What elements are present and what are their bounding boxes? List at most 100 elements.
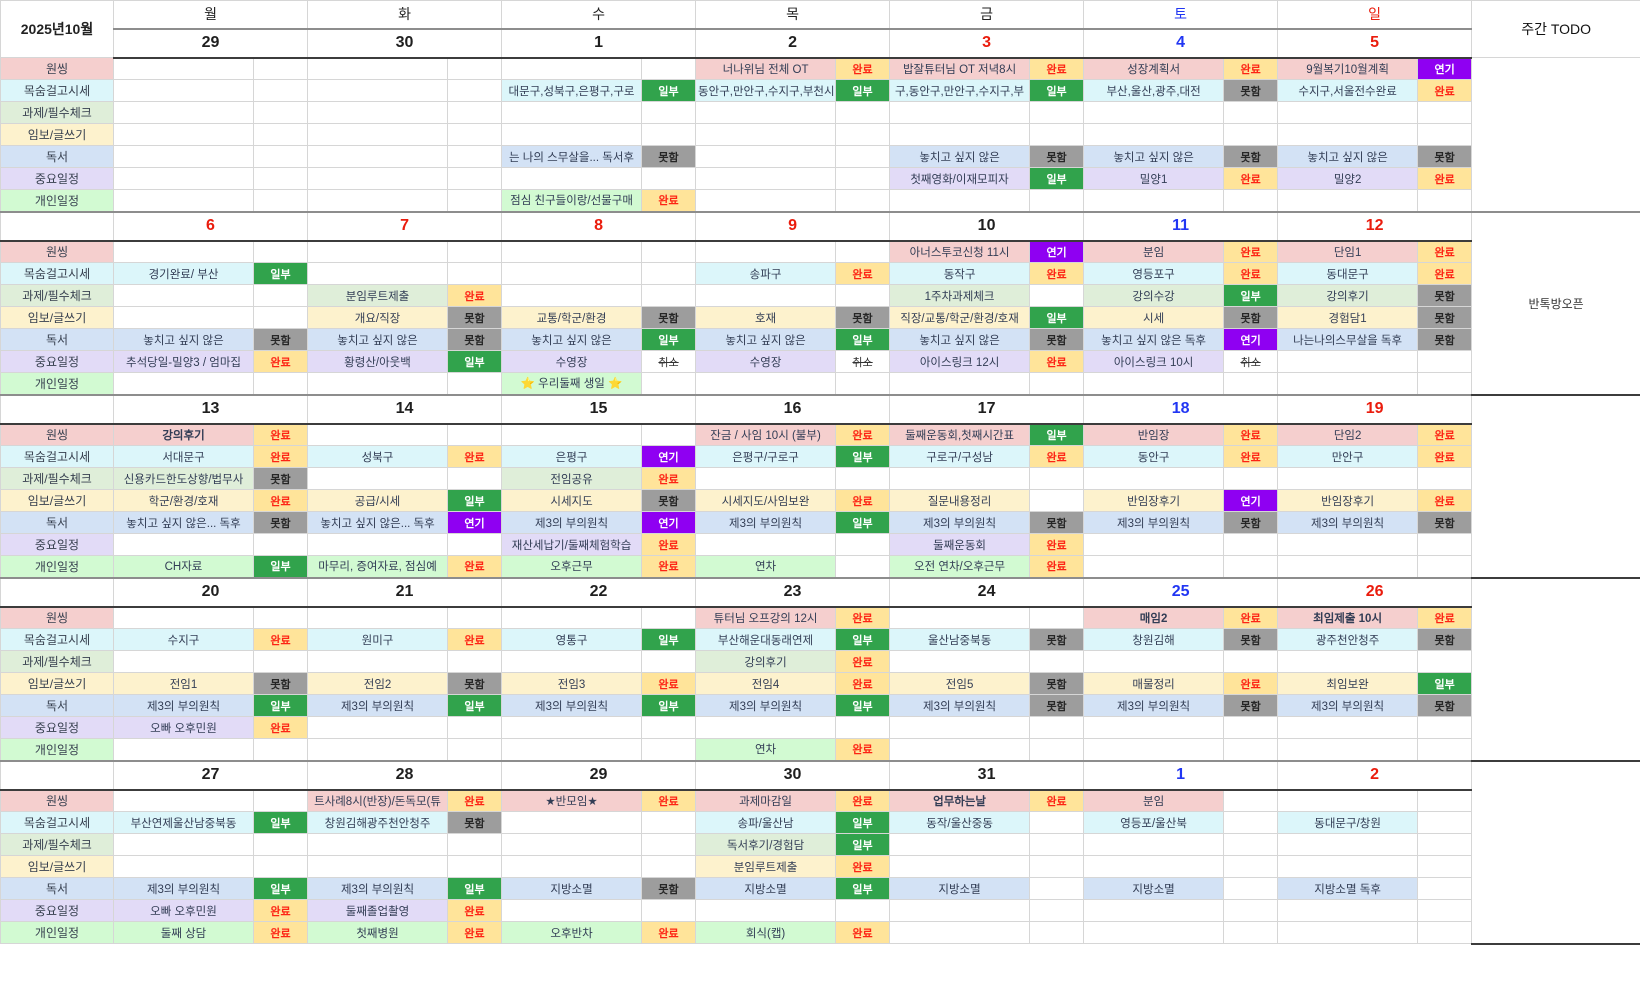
task-cell[interactable] [695, 189, 837, 212]
status-badge-done[interactable]: 완료 [835, 489, 891, 512]
status-badge-done[interactable]: 완료 [835, 855, 891, 878]
task-cell[interactable] [307, 467, 449, 490]
task-cell[interactable]: 아너스투코신청 11시 [889, 240, 1031, 263]
task-cell[interactable] [501, 284, 643, 307]
task-cell[interactable]: 놓치고 싶지 않은 [307, 328, 449, 351]
status-cell[interactable] [1223, 789, 1279, 812]
status-badge-partial[interactable]: 일부 [1029, 79, 1085, 102]
status-badge-failed[interactable]: 못함 [1223, 694, 1279, 717]
task-cell[interactable]: 직장/교통/학군/환경/호재 [889, 306, 1031, 329]
status-cell[interactable] [252, 167, 309, 190]
status-badge-failed[interactable]: 못함 [641, 877, 697, 900]
task-cell[interactable]: 분임루트제출 [307, 284, 449, 307]
task-cell[interactable] [113, 789, 254, 812]
task-cell[interactable]: 놓치고 싶지 않은 [501, 328, 643, 351]
status-badge-done[interactable]: 완료 [1417, 489, 1473, 512]
status-badge-partial[interactable]: 일부 [1417, 672, 1473, 695]
task-cell[interactable] [501, 606, 643, 629]
task-cell[interactable] [307, 189, 449, 212]
task-cell[interactable] [1277, 101, 1419, 124]
task-cell[interactable]: 최임제출 10시 [1277, 606, 1419, 629]
task-cell[interactable]: 울산남중북동 [889, 628, 1031, 651]
task-cell[interactable] [1277, 650, 1419, 673]
status-badge-cancelled[interactable]: 취소 [835, 350, 891, 373]
task-cell[interactable] [1277, 467, 1419, 490]
task-cell[interactable] [889, 189, 1031, 212]
status-badge-done[interactable]: 완료 [447, 555, 503, 578]
task-cell[interactable] [501, 811, 643, 834]
status-cell[interactable] [447, 145, 503, 168]
task-cell[interactable] [501, 167, 643, 190]
status-cell[interactable] [1223, 877, 1279, 900]
task-cell[interactable] [113, 306, 254, 329]
task-cell[interactable]: 제3의 부의원칙 [307, 877, 449, 900]
status-badge-partial[interactable]: 일부 [835, 328, 891, 351]
status-cell[interactable] [1029, 833, 1085, 856]
task-cell[interactable]: 놓치고 싶지 않은 [1083, 145, 1225, 168]
task-cell[interactable]: 반임장 [1083, 423, 1225, 446]
weekly-todo-cell[interactable] [1471, 759, 1640, 945]
task-cell[interactable]: 동대문구/창원 [1277, 811, 1419, 834]
status-cell[interactable] [641, 240, 697, 263]
status-cell[interactable] [1417, 467, 1473, 490]
task-cell[interactable] [113, 79, 254, 102]
task-cell[interactable] [1277, 921, 1419, 944]
status-badge-done[interactable]: 완료 [447, 628, 503, 651]
status-badge-done[interactable]: 완료 [835, 262, 891, 285]
task-cell[interactable] [889, 921, 1031, 944]
status-cell[interactable] [641, 284, 697, 307]
task-cell[interactable]: 광주천안청주 [1277, 628, 1419, 651]
task-cell[interactable] [695, 123, 837, 146]
status-cell[interactable] [835, 716, 891, 739]
task-cell[interactable]: 성북구 [307, 445, 449, 468]
status-cell[interactable] [1223, 738, 1279, 761]
status-cell[interactable] [447, 606, 503, 629]
task-cell[interactable] [307, 57, 449, 80]
status-cell[interactable] [252, 738, 309, 761]
task-cell[interactable]: 시세 [1083, 306, 1225, 329]
status-badge-done[interactable]: 완료 [641, 555, 697, 578]
task-cell[interactable]: ⭐ 우리둘째 생일 ⭐ [501, 372, 643, 395]
status-cell[interactable] [641, 833, 697, 856]
status-badge-done[interactable]: 완료 [835, 423, 891, 446]
task-cell[interactable]: 아이스링크 10시 [1083, 350, 1225, 373]
status-badge-failed[interactable]: 못함 [447, 672, 503, 695]
status-cell[interactable] [252, 533, 309, 556]
status-badge-failed[interactable]: 못함 [1029, 628, 1085, 651]
task-cell[interactable] [113, 533, 254, 556]
status-badge-failed[interactable]: 못함 [1029, 328, 1085, 351]
status-badge-done[interactable]: 완료 [1417, 423, 1473, 446]
status-badge-failed[interactable]: 못함 [252, 467, 309, 490]
task-cell[interactable]: 연차 [695, 738, 837, 761]
status-badge-failed[interactable]: 못함 [641, 306, 697, 329]
status-cell[interactable] [252, 650, 309, 673]
task-cell[interactable] [1083, 899, 1225, 922]
task-cell[interactable]: 밀양2 [1277, 167, 1419, 190]
task-cell[interactable] [695, 101, 837, 124]
task-cell[interactable] [307, 101, 449, 124]
task-cell[interactable]: 연차 [695, 555, 837, 578]
status-cell[interactable] [252, 189, 309, 212]
task-cell[interactable] [307, 423, 449, 446]
status-cell[interactable] [641, 650, 697, 673]
status-badge-partial[interactable]: 일부 [252, 877, 309, 900]
status-badge-done[interactable]: 완료 [1417, 606, 1473, 629]
task-cell[interactable]: 둘째운동회,첫째시간표 [889, 423, 1031, 446]
status-cell[interactable] [835, 467, 891, 490]
task-cell[interactable] [113, 189, 254, 212]
status-badge-done[interactable]: 완료 [1029, 445, 1085, 468]
status-badge-postponed[interactable]: 연기 [447, 511, 503, 534]
task-cell[interactable] [889, 855, 1031, 878]
status-badge-failed[interactable]: 못함 [835, 306, 891, 329]
status-cell[interactable] [1029, 284, 1085, 307]
status-badge-done[interactable]: 완료 [1417, 262, 1473, 285]
task-cell[interactable]: 동작구 [889, 262, 1031, 285]
status-badge-failed[interactable]: 못함 [1029, 672, 1085, 695]
task-cell[interactable]: 송파구 [695, 262, 837, 285]
status-cell[interactable] [1029, 489, 1085, 512]
task-cell[interactable] [889, 738, 1031, 761]
status-cell[interactable] [641, 57, 697, 80]
task-cell[interactable] [695, 467, 837, 490]
task-cell[interactable] [695, 372, 837, 395]
status-badge-failed[interactable]: 못함 [641, 145, 697, 168]
